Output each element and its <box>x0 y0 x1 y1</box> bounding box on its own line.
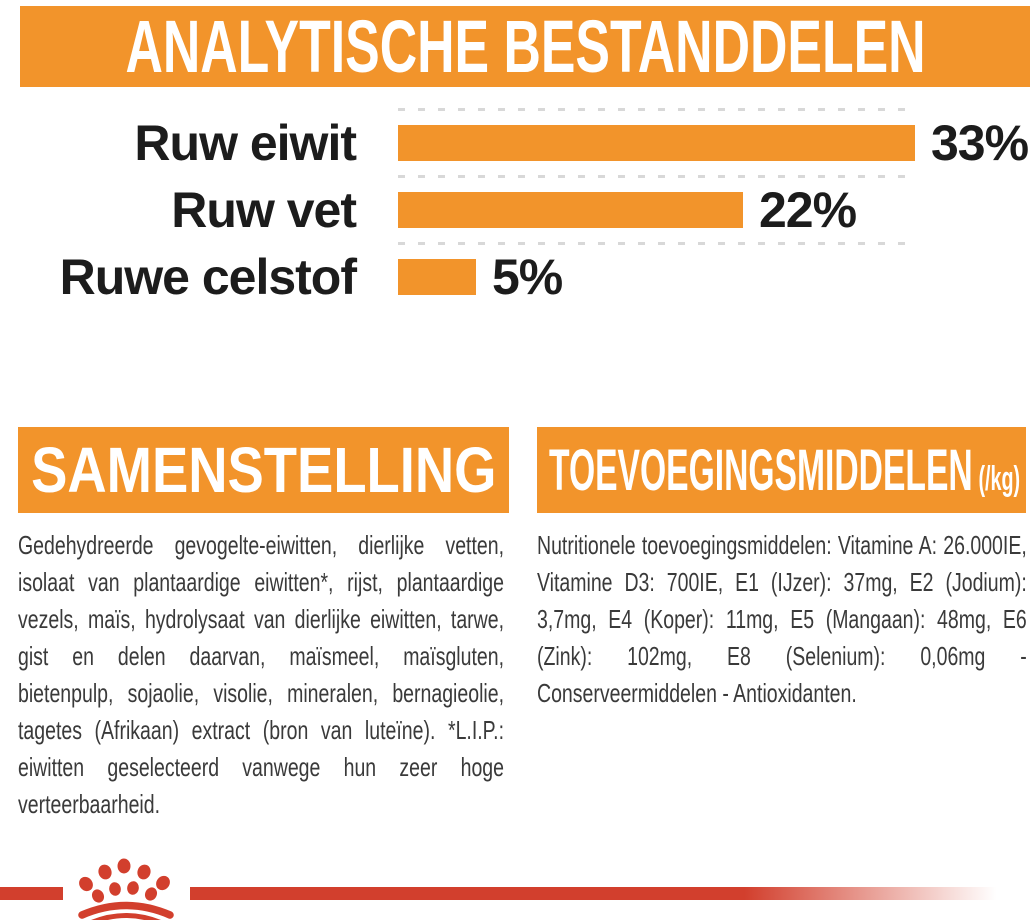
bar-category-label: Ruw vet <box>171 182 357 238</box>
composition-heading-banner: SAMENSTELLING <box>18 427 509 513</box>
analytical-chart: Ruw eiwit 33% Ruw vet 22% Ruwe celstof 5% <box>0 108 1030 326</box>
additives-body-text: Nutritionele toevoegingsmiddelen: Vitami… <box>537 530 1027 708</box>
additives-heading-unit: (/kg) <box>978 459 1021 498</box>
composition-section: SAMENSTELLING Gedehydreerde gevogelte-ei… <box>18 427 509 823</box>
bar <box>398 259 476 295</box>
chart-row: Ruwe celstof 5% <box>0 242 1030 305</box>
panel-title: ANALYTISCHE BESTANDDELEN <box>124 5 926 88</box>
additives-heading-text: TOEVOEGINGSMIDDELEN <box>549 437 973 503</box>
bar-value-label: 5% <box>492 249 563 305</box>
composition-heading: SAMENSTELLING <box>30 434 497 506</box>
bar <box>398 192 743 228</box>
chart-row: Ruw eiwit 33% <box>0 108 1030 171</box>
dotted-separator <box>398 175 915 178</box>
analytical-constituents-banner: ANALYTISCHE BESTANDDELEN <box>20 5 1030 88</box>
additives-section: TOEVOEGINGSMIDDELEN (/kg) Nutritionele t… <box>537 427 1027 712</box>
bar-category-label: Ruwe celstof <box>59 249 357 305</box>
dotted-separator <box>398 108 915 111</box>
dotted-separator <box>398 242 915 245</box>
royal-canin-crown-logo <box>78 858 174 920</box>
brand-rule-left <box>0 887 63 900</box>
bar-value-label: 33% <box>931 115 1029 171</box>
brand-rule-right <box>190 887 1030 900</box>
bar-category-label: Ruw eiwit <box>134 115 357 171</box>
bar-value-label: 22% <box>759 182 857 238</box>
additives-heading: TOEVOEGINGSMIDDELEN (/kg) <box>549 437 1020 504</box>
additives-heading-banner: TOEVOEGINGSMIDDELEN (/kg) <box>537 427 1026 513</box>
composition-body-text: Gedehydreerde gevogelte-eiwitten, dierli… <box>18 530 504 819</box>
chart-row: Ruw vet 22% <box>0 175 1030 238</box>
bar <box>398 125 915 161</box>
